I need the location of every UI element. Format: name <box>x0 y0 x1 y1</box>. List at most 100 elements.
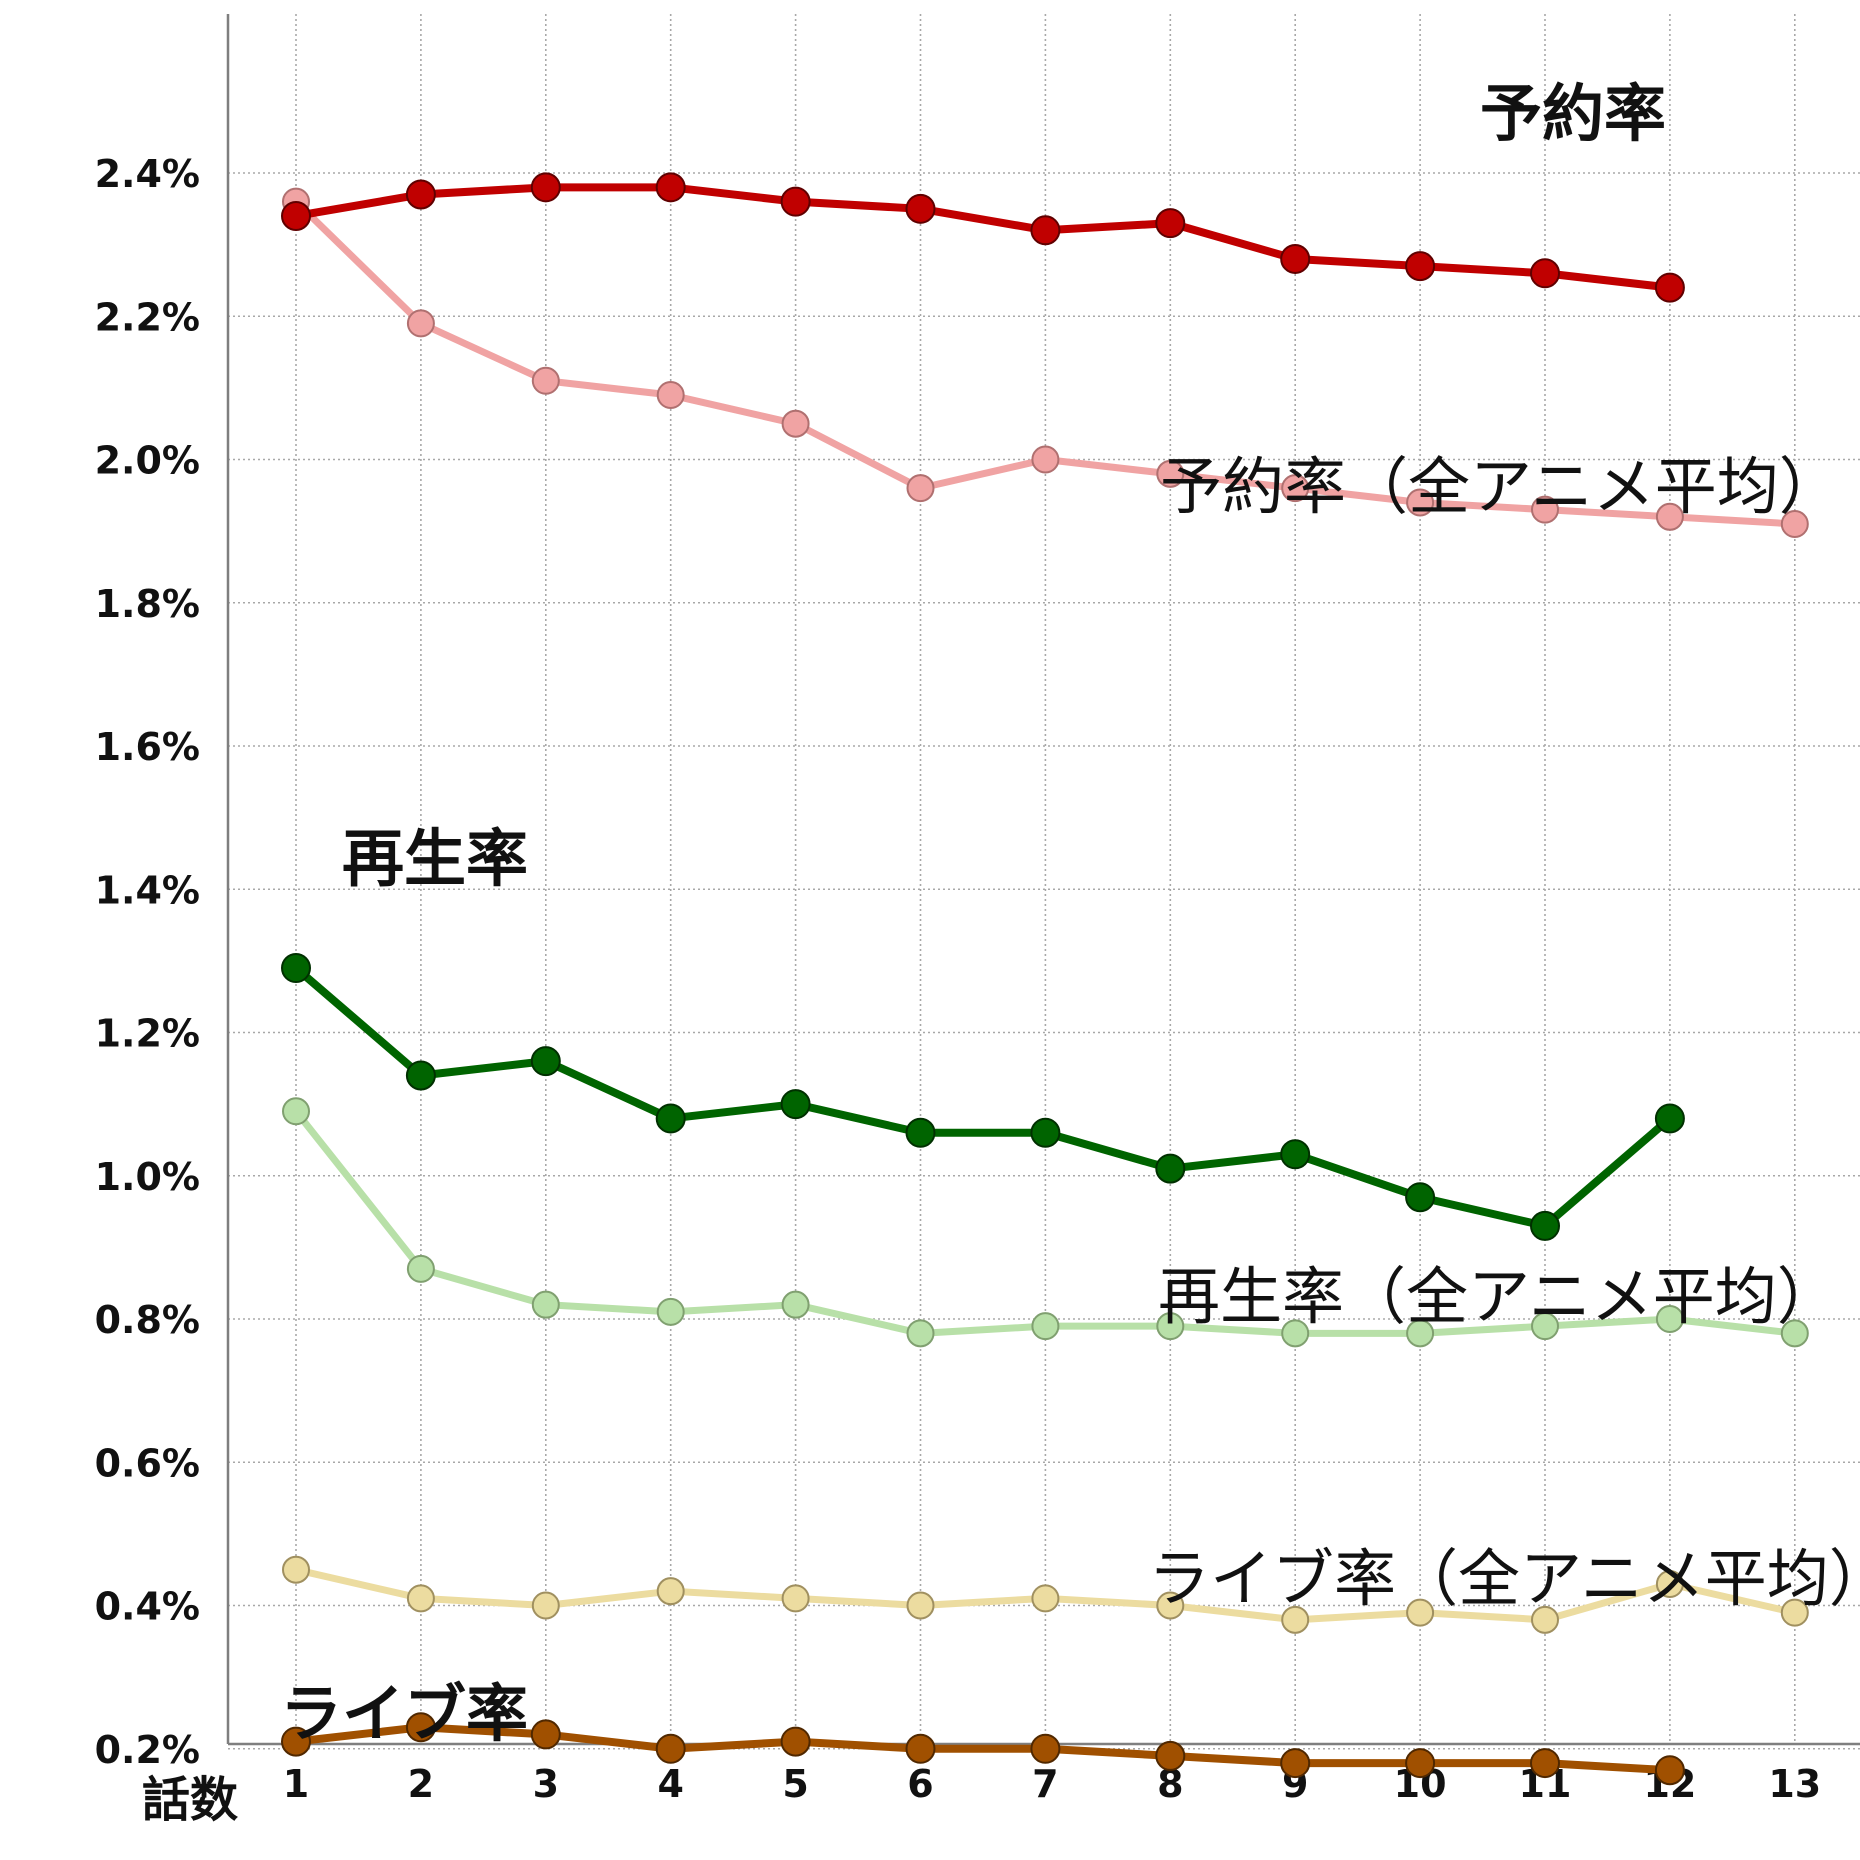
data-point-play <box>1405 1182 1436 1213</box>
data-point-play_avg <box>1655 1305 1684 1333</box>
data-point-live_avg <box>282 1555 310 1584</box>
series-label-live: ライブ率 <box>280 1677 528 1750</box>
data-point-live_avg <box>406 1584 435 1613</box>
data-point-live <box>281 1726 311 1757</box>
data-point-live_avg <box>781 1584 810 1613</box>
series-line-res <box>292 183 1674 292</box>
y-tick-label: 2.2% <box>95 295 200 339</box>
series-play_avg <box>282 1097 1809 1348</box>
data-point-play_avg <box>906 1319 935 1348</box>
data-point-play_avg <box>781 1290 810 1319</box>
data-point-live_avg <box>1780 1598 1809 1627</box>
data-point-res <box>780 186 811 217</box>
data-point-live <box>655 1733 686 1764</box>
data-point-play <box>905 1117 936 1148</box>
y-tick-label: 1.0% <box>95 1155 200 1199</box>
data-point-play_avg <box>656 1297 685 1326</box>
y-tick-label: 1.6% <box>95 725 200 769</box>
data-point-res_avg <box>406 309 435 338</box>
data-point-res <box>281 200 311 231</box>
data-point-play <box>1155 1153 1186 1184</box>
y-tick-label: 0.8% <box>95 1298 200 1342</box>
data-point-play <box>1654 1103 1685 1134</box>
data-point-play_avg <box>1156 1312 1185 1341</box>
data-point-res <box>1654 272 1685 303</box>
x-tick-label: 2 <box>408 1762 434 1806</box>
series-label-live_avg: ライブ率（全アニメ平均） <box>1148 1542 1860 1615</box>
data-point-live <box>1155 1740 1186 1771</box>
data-point-res <box>405 179 436 210</box>
y-tick-label: 1.2% <box>95 1012 200 1056</box>
data-point-res <box>1405 251 1436 282</box>
y-tick-label: 0.4% <box>95 1585 200 1629</box>
data-point-play_avg <box>1780 1319 1809 1348</box>
data-point-res_avg <box>1655 502 1684 531</box>
data-point-play <box>655 1103 686 1134</box>
data-point-res_avg <box>1406 488 1435 517</box>
data-point-res_avg <box>781 409 810 438</box>
y-tick-label: 0.2% <box>95 1728 200 1772</box>
data-point-res <box>1030 215 1061 246</box>
data-point-live_avg <box>1531 1605 1559 1634</box>
data-point-play <box>405 1060 436 1091</box>
series-live <box>281 1712 1685 1786</box>
data-point-res_avg <box>531 366 560 395</box>
data-point-live_avg <box>1281 1605 1310 1634</box>
data-point-live_avg <box>1406 1598 1435 1627</box>
data-point-play <box>1530 1210 1560 1241</box>
data-point-play <box>780 1089 811 1120</box>
data-point-play <box>530 1046 561 1077</box>
data-point-play_avg <box>531 1290 560 1319</box>
series-res_avg <box>282 187 1809 538</box>
x-tick-label: 7 <box>1032 1762 1058 1806</box>
data-point-live_avg <box>906 1591 935 1620</box>
data-point-live <box>905 1733 936 1764</box>
data-point-live <box>1654 1755 1685 1786</box>
data-point-res <box>655 172 686 203</box>
x-tick-label: 4 <box>657 1762 683 1806</box>
series-res <box>281 172 1685 303</box>
data-point-play_avg <box>1031 1312 1060 1341</box>
data-point-res <box>1280 243 1311 274</box>
series-group <box>281 172 1809 1786</box>
data-point-res_avg <box>656 381 685 410</box>
grid-lines <box>228 14 1860 1750</box>
data-point-play_avg <box>282 1097 310 1126</box>
data-point-res_avg <box>1780 509 1809 538</box>
y-axis-ticks: 0.2% 0.4% 0.6% 0.8% 1.0% 1.2% 1.4% 1.6% 1.8% 2.0%… <box>95 152 200 1772</box>
data-point-live_avg <box>1031 1584 1060 1613</box>
y-tick-label: 1.8% <box>95 582 200 626</box>
series-line-play <box>292 964 1674 1230</box>
y-tick-label: 0.6% <box>95 1441 200 1485</box>
series-live_avg <box>282 1555 1809 1634</box>
data-point-play <box>1280 1139 1311 1170</box>
data-point-live_avg <box>1655 1570 1684 1599</box>
data-point-live_avg <box>656 1577 685 1606</box>
series-label-res: 予約率 <box>1480 77 1666 150</box>
data-point-res <box>1155 208 1186 239</box>
data-point-res <box>530 172 561 203</box>
data-point-res_avg <box>906 474 935 503</box>
data-point-play_avg <box>406 1254 435 1283</box>
data-point-play_avg <box>1406 1319 1435 1348</box>
data-point-res <box>905 193 936 224</box>
x-axis-label: 話数 <box>142 1772 238 1828</box>
x-tick-label: 5 <box>782 1762 808 1806</box>
data-point-live <box>530 1719 561 1750</box>
data-point-live_avg <box>1156 1591 1185 1620</box>
x-tick-label: 13 <box>1768 1762 1821 1806</box>
x-tick-label: 3 <box>533 1762 559 1806</box>
data-point-live <box>1405 1748 1436 1779</box>
series-label-play: 再生率 <box>342 822 528 895</box>
series-line-live <box>292 1723 1674 1775</box>
data-point-res_avg <box>1531 495 1559 524</box>
data-point-res <box>1530 258 1560 289</box>
series-label-play_avg: 再生率（全アニメ平均） <box>1158 1260 1839 1333</box>
y-tick-label: 1.4% <box>95 868 200 912</box>
data-point-play <box>281 953 311 984</box>
data-point-live <box>780 1726 811 1757</box>
data-point-play_avg <box>1531 1312 1559 1341</box>
data-point-play_avg <box>1281 1319 1310 1348</box>
